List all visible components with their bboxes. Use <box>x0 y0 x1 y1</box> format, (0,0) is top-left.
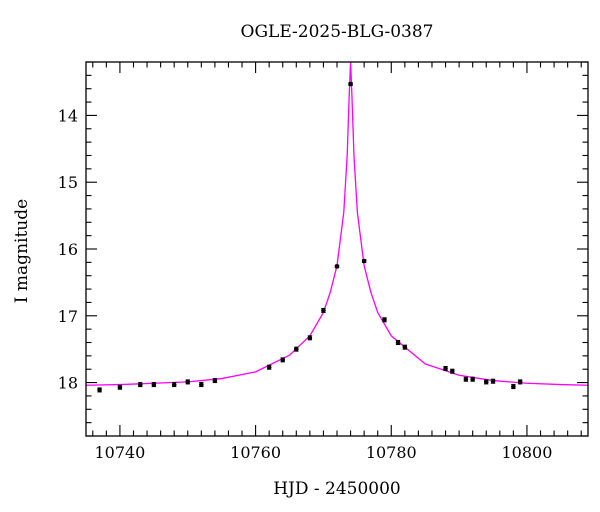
data-marker <box>117 384 123 390</box>
data-marker <box>137 382 143 387</box>
data-marker <box>293 346 299 352</box>
data-marker <box>470 376 475 382</box>
data-marker <box>511 384 516 389</box>
data-marker <box>382 317 387 323</box>
data-point <box>334 264 340 269</box>
data-marker <box>321 308 326 313</box>
data-marker <box>483 379 489 385</box>
data-point <box>443 366 448 372</box>
y-tick-label: 16 <box>58 240 78 259</box>
data-marker <box>443 366 448 371</box>
data-marker <box>266 364 272 370</box>
data-point <box>361 258 367 264</box>
y-tick-label: 14 <box>58 106 78 125</box>
y-tick-label: 18 <box>58 374 78 393</box>
data-point <box>199 382 204 388</box>
data-point <box>266 364 272 370</box>
x-tick-label: 10780 <box>366 443 417 462</box>
x-tick-label: 10800 <box>501 443 552 462</box>
data-point <box>185 379 191 385</box>
axis-ticks <box>86 61 588 437</box>
data-point <box>280 357 286 363</box>
data-point <box>171 382 177 388</box>
data-marker <box>395 340 401 345</box>
data-marker <box>402 344 408 350</box>
tick-labels: 10740 10760 10780 10800 14 15 16 17 18 <box>58 106 553 462</box>
chart-title: OGLE-2025-BLG-0387 <box>240 22 434 42</box>
y-tick-label: 17 <box>58 307 78 326</box>
data-point <box>212 378 218 384</box>
data-marker <box>361 258 367 264</box>
data-point <box>395 339 401 346</box>
data-marker <box>334 264 340 269</box>
data-point <box>321 307 326 313</box>
data-point <box>137 382 143 388</box>
data-marker <box>463 376 469 382</box>
data-marker <box>151 382 157 387</box>
x-axis-label: HJD - 2450000 <box>273 479 401 499</box>
data-marker <box>97 387 102 393</box>
data-marker <box>199 382 204 387</box>
model-curve-layer <box>86 62 588 386</box>
y-tick-label: 15 <box>58 173 78 192</box>
data-marker <box>490 378 496 384</box>
data-point <box>463 376 469 382</box>
data-point <box>293 346 299 352</box>
data-point <box>348 81 353 87</box>
data-point <box>517 379 523 385</box>
data-points-layer <box>97 81 523 393</box>
data-point <box>470 376 475 382</box>
data-point <box>402 344 408 350</box>
data-marker <box>212 378 218 383</box>
data-point <box>117 384 123 390</box>
plot-frame <box>85 61 589 437</box>
data-marker <box>307 335 313 341</box>
data-point <box>490 378 496 384</box>
data-point <box>483 379 489 385</box>
x-tick-label: 10760 <box>230 443 281 462</box>
data-marker <box>280 357 286 363</box>
data-point <box>450 368 455 374</box>
data-marker <box>185 379 191 385</box>
data-point <box>97 387 102 393</box>
model-curve <box>86 62 588 386</box>
data-point <box>511 384 516 390</box>
data-point <box>307 335 313 341</box>
data-marker <box>348 81 353 87</box>
data-marker <box>450 368 455 374</box>
data-marker <box>517 379 523 385</box>
x-tick-label: 10740 <box>94 443 145 462</box>
data-point <box>382 317 387 323</box>
data-point <box>151 382 157 388</box>
data-marker <box>171 382 177 387</box>
